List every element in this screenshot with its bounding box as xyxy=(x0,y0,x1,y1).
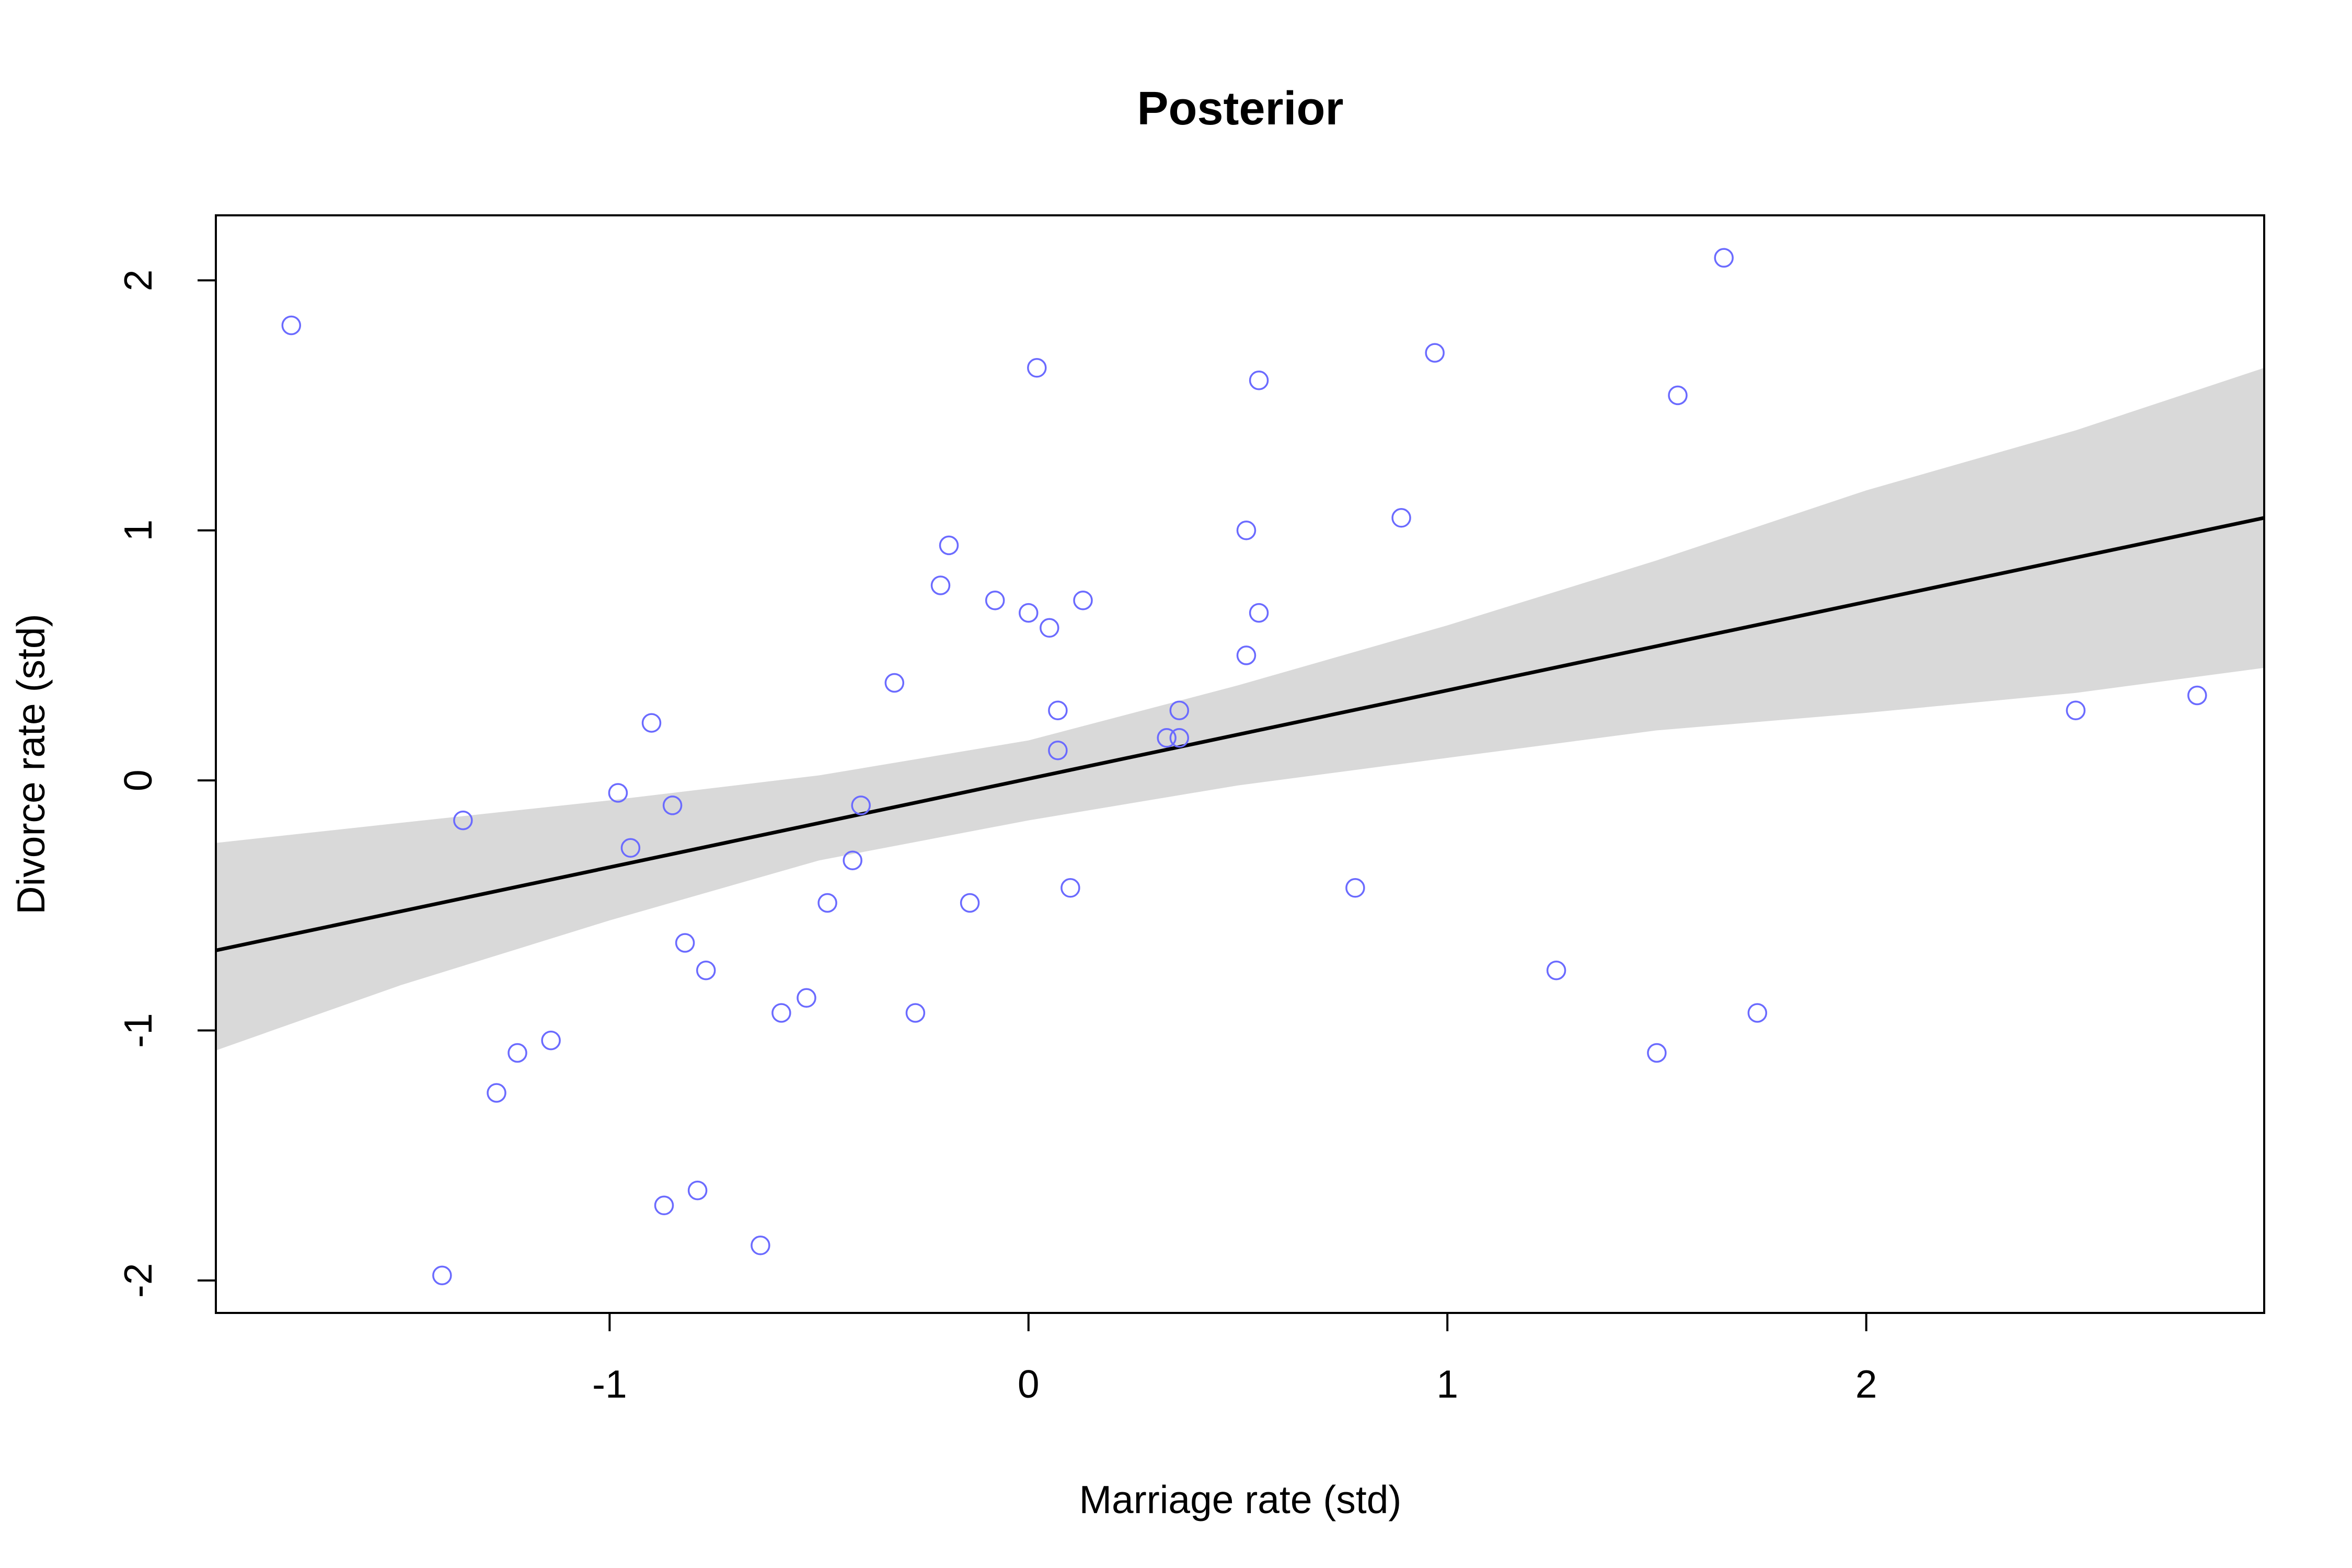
data-point xyxy=(1169,728,1190,748)
data-points-layer xyxy=(281,248,2207,1285)
chart-title: Posterior xyxy=(1137,83,1343,135)
data-point xyxy=(1048,700,1068,720)
data-point xyxy=(432,1265,452,1285)
data-point xyxy=(1236,520,1256,540)
data-point xyxy=(541,1030,561,1051)
data-point xyxy=(771,1003,791,1023)
data-point xyxy=(1169,700,1190,720)
data-point xyxy=(696,960,716,981)
data-point xyxy=(1747,1003,1768,1023)
y-axis-label: Divorce rate (std) xyxy=(9,614,53,914)
data-point xyxy=(2187,685,2207,706)
data-point xyxy=(662,795,683,815)
data-point xyxy=(930,575,951,595)
data-point xyxy=(281,315,302,336)
data-point xyxy=(1249,370,1269,390)
posterior-mean-line xyxy=(215,516,2265,952)
y-tick-label: 1 xyxy=(116,520,160,541)
data-point xyxy=(1714,248,1734,268)
data-point xyxy=(1668,385,1688,406)
data-point xyxy=(1236,645,1256,665)
data-point xyxy=(960,893,980,913)
x-tick-label: 0 xyxy=(1018,1362,1040,1406)
data-point xyxy=(939,535,959,556)
data-point xyxy=(508,1043,527,1063)
data-point xyxy=(641,713,662,733)
x-axis: -1 0 1 2 xyxy=(592,1312,1877,1406)
data-point xyxy=(675,933,695,953)
data-point xyxy=(884,673,905,693)
x-tick-label: 2 xyxy=(1855,1362,1877,1406)
data-point xyxy=(797,988,816,1008)
data-point xyxy=(1019,603,1039,623)
data-point xyxy=(1073,590,1093,610)
data-point xyxy=(608,783,628,803)
data-point xyxy=(905,1003,926,1023)
x-axis-label: Marriage rate (std) xyxy=(1079,1478,1402,1521)
data-point xyxy=(1345,878,1365,898)
x-tick-label: -1 xyxy=(592,1362,627,1406)
x-tick-label: 1 xyxy=(1436,1362,1458,1406)
data-point xyxy=(1647,1043,1667,1063)
data-point xyxy=(817,893,837,913)
data-point xyxy=(1391,508,1411,528)
data-point xyxy=(2066,700,2086,720)
y-tick-label: -2 xyxy=(116,1263,160,1298)
data-point xyxy=(851,795,871,815)
data-point xyxy=(620,838,641,858)
y-tick-label: 0 xyxy=(116,769,160,791)
data-point xyxy=(1157,728,1177,748)
data-point xyxy=(1425,343,1445,363)
data-point xyxy=(1060,878,1080,898)
data-point xyxy=(751,1236,770,1255)
data-point xyxy=(453,810,473,831)
data-point xyxy=(1040,618,1059,638)
data-point xyxy=(687,1180,708,1201)
data-point xyxy=(487,1083,506,1103)
credible-interval-band xyxy=(216,367,2264,1051)
credible-interval-layer xyxy=(216,367,2264,1051)
data-point xyxy=(843,850,862,870)
y-tick-label: -1 xyxy=(116,1013,160,1048)
mean-line-layer xyxy=(215,516,2265,952)
data-point xyxy=(1048,740,1068,760)
data-point xyxy=(654,1195,674,1216)
data-point xyxy=(1249,603,1269,623)
data-point xyxy=(1027,358,1047,378)
data-point xyxy=(985,590,1005,610)
y-axis: -2 -1 0 1 2 xyxy=(116,270,217,1298)
y-tick-label: 2 xyxy=(116,270,160,292)
data-point xyxy=(1546,960,1566,981)
